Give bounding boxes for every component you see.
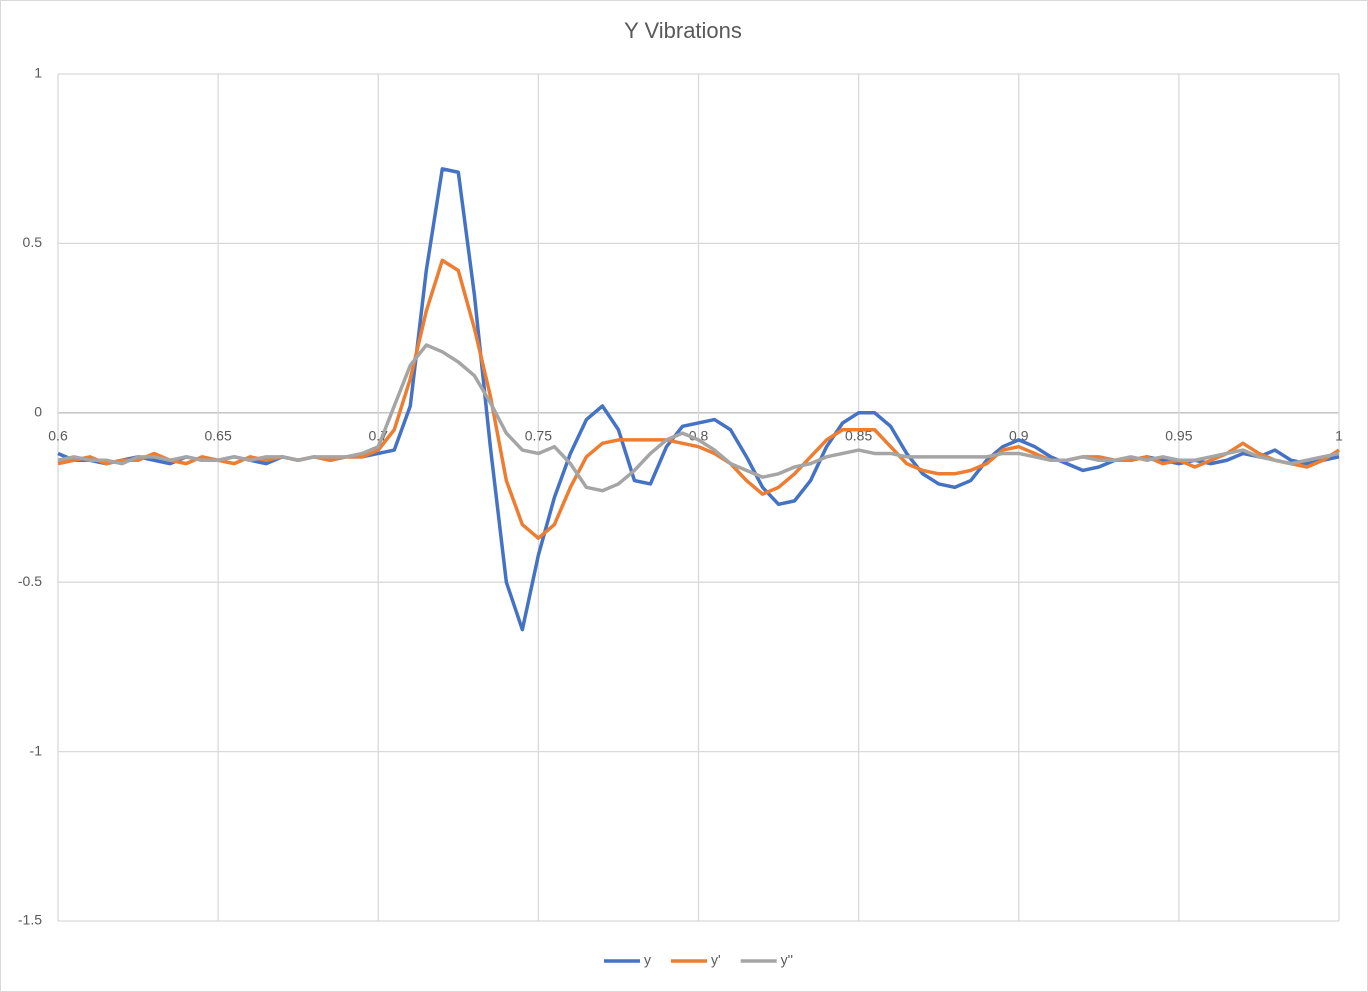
x-tick-label: 0.9 [1009, 428, 1029, 444]
series-line [57, 258, 1340, 540]
y-tick-label: -1.5 [18, 912, 42, 928]
series-line [57, 343, 1340, 493]
x-tick-label: 0.95 [1165, 428, 1192, 444]
x-tick-label: 1 [1335, 428, 1343, 444]
x-tick-label: 0.65 [205, 428, 232, 444]
y-tick-label: -1 [30, 742, 43, 758]
legend-label: y' [711, 952, 721, 968]
legend-label: y [644, 952, 651, 968]
y-tick-label: 1 [34, 65, 42, 81]
x-tick-label: 0.85 [845, 428, 872, 444]
y-tick-label: -0.5 [18, 573, 42, 589]
y-tick-label: 0.5 [23, 234, 43, 250]
x-tick-label: 0.75 [525, 428, 552, 444]
chart-title: Y Vibrations [624, 18, 742, 43]
y-tick-label: 0 [34, 404, 42, 420]
legend-label: y'' [781, 952, 793, 968]
x-tick-label: 0.6 [48, 428, 68, 444]
